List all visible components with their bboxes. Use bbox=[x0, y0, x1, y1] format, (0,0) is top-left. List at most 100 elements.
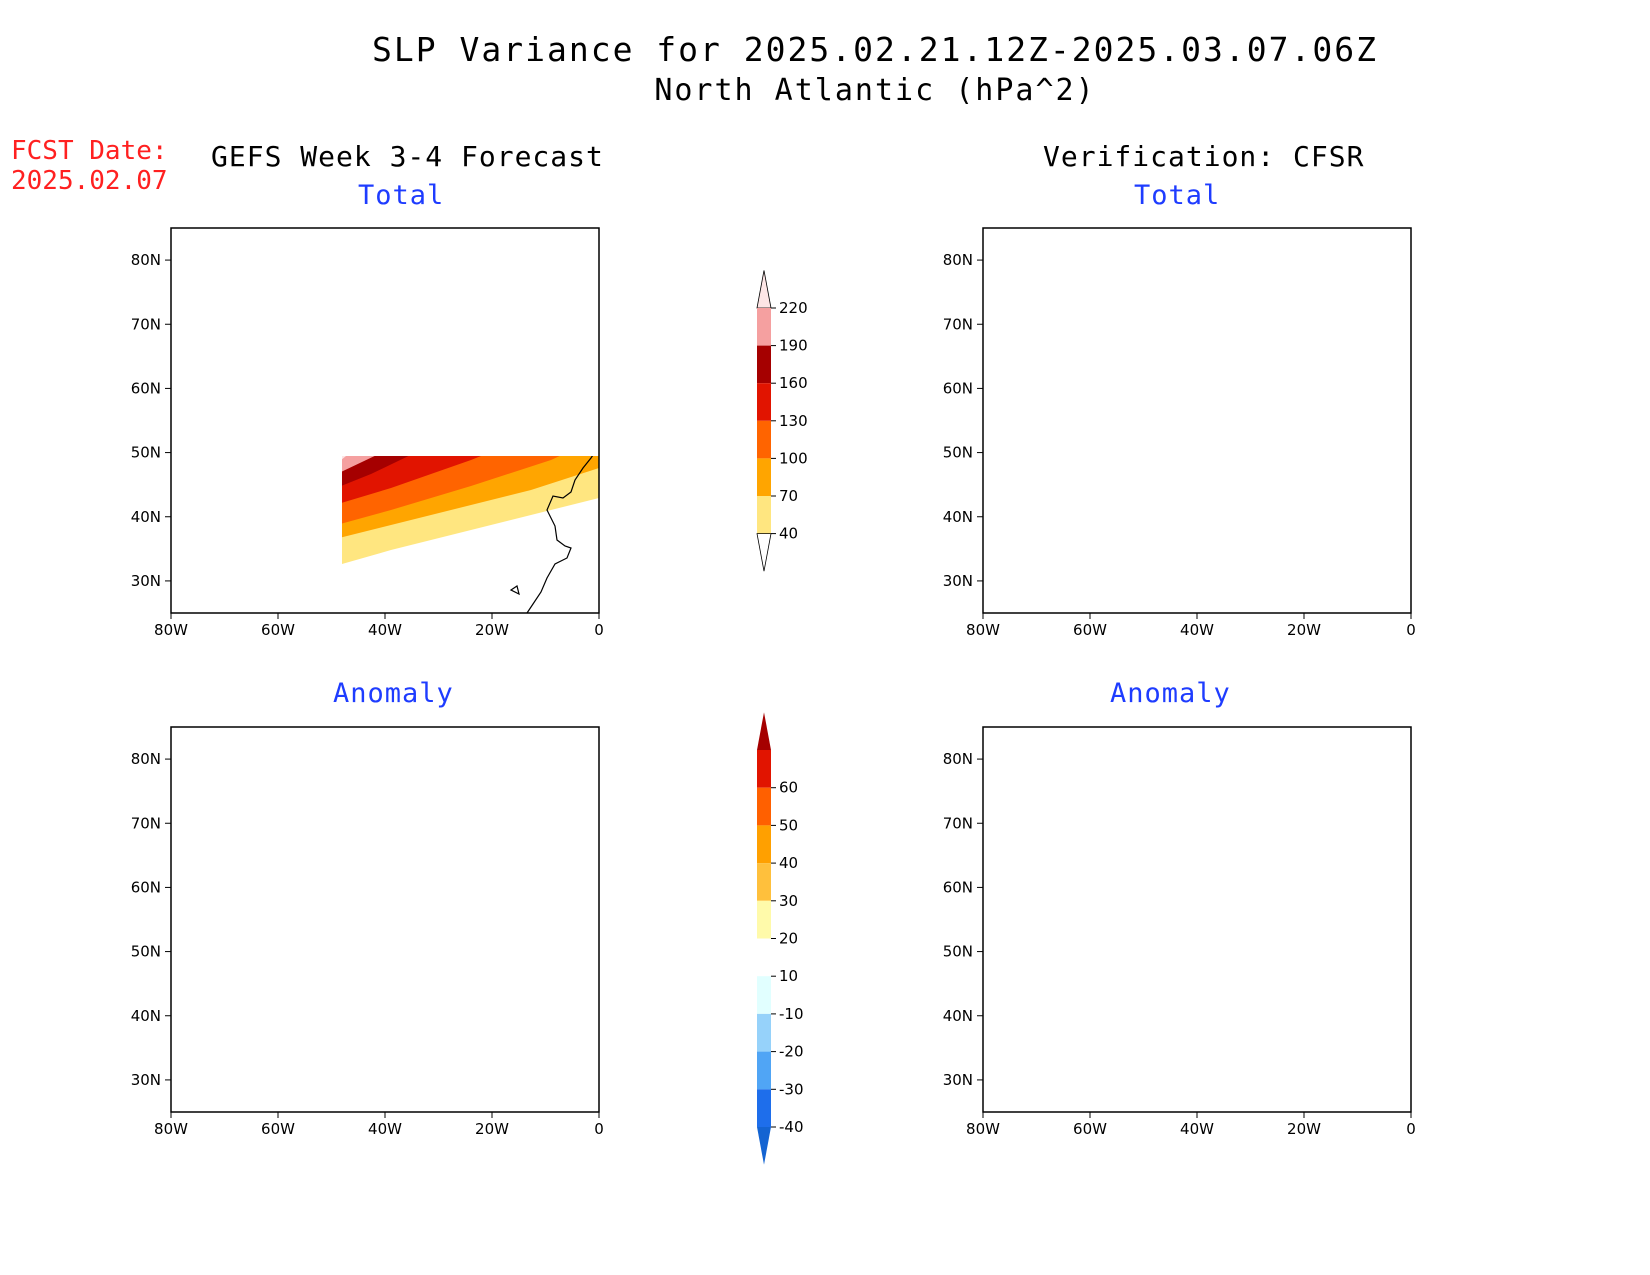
column-title-forecast: GEFS Week 3-4 Forecast bbox=[211, 140, 604, 173]
figure-subtitle: North Atlantic (hPa^2) bbox=[654, 73, 1096, 108]
lat-tick-label: 40N bbox=[943, 1007, 973, 1025]
lon-tick-label: 80W bbox=[154, 1120, 188, 1138]
colorbar-label: 50 bbox=[779, 816, 798, 834]
lat-tick-label: 60N bbox=[131, 379, 161, 397]
lon-tick-label: 60W bbox=[261, 1120, 295, 1138]
colorbar-label: -30 bbox=[779, 1080, 804, 1098]
colorbar-label: 160 bbox=[779, 374, 808, 392]
colorbar-label: 70 bbox=[779, 487, 798, 505]
lat-tick-label: 50N bbox=[943, 444, 973, 462]
lon-tick-label: 20W bbox=[1287, 1120, 1321, 1138]
colorbar-label: -10 bbox=[779, 1005, 804, 1023]
lat-tick-label: 70N bbox=[943, 814, 973, 832]
lat-tick-label: 30N bbox=[131, 572, 161, 590]
colorbar-anomaly: -40 -30 -20 -10 10 20 30 40 50 60 bbox=[757, 712, 804, 1165]
lon-tick-label: 40W bbox=[1180, 1120, 1214, 1138]
colorbar-segment bbox=[757, 458, 771, 496]
forecast-date-value: 2025.02.07 bbox=[11, 166, 168, 196]
lon-tick-label: 20W bbox=[475, 621, 509, 639]
panel-title-forecast-total: Total bbox=[358, 180, 445, 211]
panel-title-verification-total: Total bbox=[1134, 180, 1221, 211]
lon-tick-label: 80W bbox=[966, 621, 1000, 639]
lon-tick-label: 80W bbox=[966, 1120, 1000, 1138]
lat-tick-label: 80N bbox=[943, 251, 973, 269]
colorbar-segment bbox=[757, 750, 771, 788]
verification-total-map bbox=[982, 227, 1412, 614]
colorbar-segment bbox=[757, 825, 771, 864]
column-title-verification: Verification: CFSR bbox=[1043, 140, 1365, 173]
colorbar-label: 100 bbox=[779, 449, 808, 467]
lat-tick-label: 60N bbox=[943, 379, 973, 397]
colorbar-label: 40 bbox=[779, 854, 798, 872]
lon-tick-label: 40W bbox=[368, 1120, 402, 1138]
colorbar-label: -40 bbox=[779, 1118, 804, 1136]
colorbar-segment bbox=[757, 383, 771, 421]
lat-tick-label: 70N bbox=[131, 814, 161, 832]
figure-title: SLP Variance for 2025.02.21.12Z-2025.03.… bbox=[372, 30, 1378, 69]
colorbar-segment bbox=[757, 1089, 771, 1127]
colorbar-arrow-bottom bbox=[756, 533, 772, 572]
colorbar-segment bbox=[757, 900, 771, 939]
lat-tick-label: 50N bbox=[131, 943, 161, 961]
lon-tick-label: 60W bbox=[1073, 621, 1107, 639]
lon-tick-label: 20W bbox=[1287, 621, 1321, 639]
colorbar-segment bbox=[757, 976, 771, 1014]
lon-tick-label: 40W bbox=[1180, 621, 1214, 639]
lon-tick-label: 20W bbox=[475, 1120, 509, 1138]
colorbar-arrow-top bbox=[757, 712, 771, 750]
colorbar-label: -20 bbox=[779, 1043, 804, 1061]
forecast-total-map bbox=[170, 227, 600, 614]
colorbar-label: 60 bbox=[779, 779, 798, 797]
lon-tick-label: 0 bbox=[594, 621, 604, 639]
colorbar-segment bbox=[757, 863, 771, 901]
panel-title-verification-anomaly: Anomaly bbox=[1110, 678, 1231, 709]
lat-tick-label: 30N bbox=[943, 1071, 973, 1089]
lat-tick-label: 80N bbox=[131, 251, 161, 269]
lon-tick-label: 80W bbox=[154, 621, 188, 639]
colorbar-segment bbox=[757, 420, 771, 459]
lat-tick-label: 40N bbox=[131, 1007, 161, 1025]
lon-tick-label: 40W bbox=[368, 621, 402, 639]
lat-tick-label: 80N bbox=[943, 750, 973, 768]
colorbar-label: 10 bbox=[779, 967, 798, 985]
verification-anomaly-map bbox=[982, 726, 1412, 1113]
lat-tick-label: 30N bbox=[131, 1071, 161, 1089]
lat-tick-label: 40N bbox=[131, 508, 161, 526]
colorbar-segment bbox=[757, 308, 771, 346]
lat-tick-label: 50N bbox=[131, 444, 161, 462]
colorbar-total: 40 70 100 130 160 190 220 bbox=[756, 270, 808, 572]
forecast-anomaly-map bbox=[170, 726, 600, 1113]
lat-tick-label: 40N bbox=[943, 508, 973, 526]
lat-tick-label: 70N bbox=[131, 315, 161, 333]
lat-tick-label: 60N bbox=[131, 878, 161, 896]
colorbar-label: 40 bbox=[779, 525, 798, 543]
lat-tick-label: 60N bbox=[943, 878, 973, 896]
colorbar-label: 190 bbox=[779, 337, 808, 355]
forecast-date-label: FCST Date: bbox=[11, 136, 168, 166]
contour-fc-total-220 bbox=[342, 456, 346, 460]
colorbar-segment bbox=[757, 1013, 771, 1052]
colorbar-arrow-bottom bbox=[757, 1127, 771, 1165]
colorbar-segment bbox=[757, 345, 771, 384]
axes-layer: 80W 60W 40W 20W 0 30N 40N 50N 60N 70N 80N 80W 60W 40W… bbox=[131, 251, 1416, 1138]
lat-tick-label: 80N bbox=[131, 750, 161, 768]
lat-tick-label: 50N bbox=[943, 943, 973, 961]
lon-tick-label: 60W bbox=[261, 621, 295, 639]
colorbar-label: 20 bbox=[779, 930, 798, 948]
colorbar-segment bbox=[757, 496, 771, 534]
lat-tick-label: 30N bbox=[943, 572, 973, 590]
colorbar-segment bbox=[757, 938, 771, 977]
colorbar-label: 220 bbox=[779, 299, 808, 317]
colorbar-arrow-top bbox=[756, 270, 772, 309]
lon-tick-label: 0 bbox=[594, 1120, 604, 1138]
colorbar-segment bbox=[757, 1051, 771, 1090]
colorbar-label: 30 bbox=[779, 892, 798, 910]
lon-tick-label: 0 bbox=[1406, 621, 1416, 639]
panel-title-forecast-anomaly: Anomaly bbox=[333, 678, 454, 709]
colorbar-segment bbox=[757, 787, 771, 826]
lon-tick-label: 60W bbox=[1073, 1120, 1107, 1138]
lat-tick-label: 70N bbox=[943, 315, 973, 333]
colorbar-label: 130 bbox=[779, 412, 808, 430]
lon-tick-label: 0 bbox=[1406, 1120, 1416, 1138]
